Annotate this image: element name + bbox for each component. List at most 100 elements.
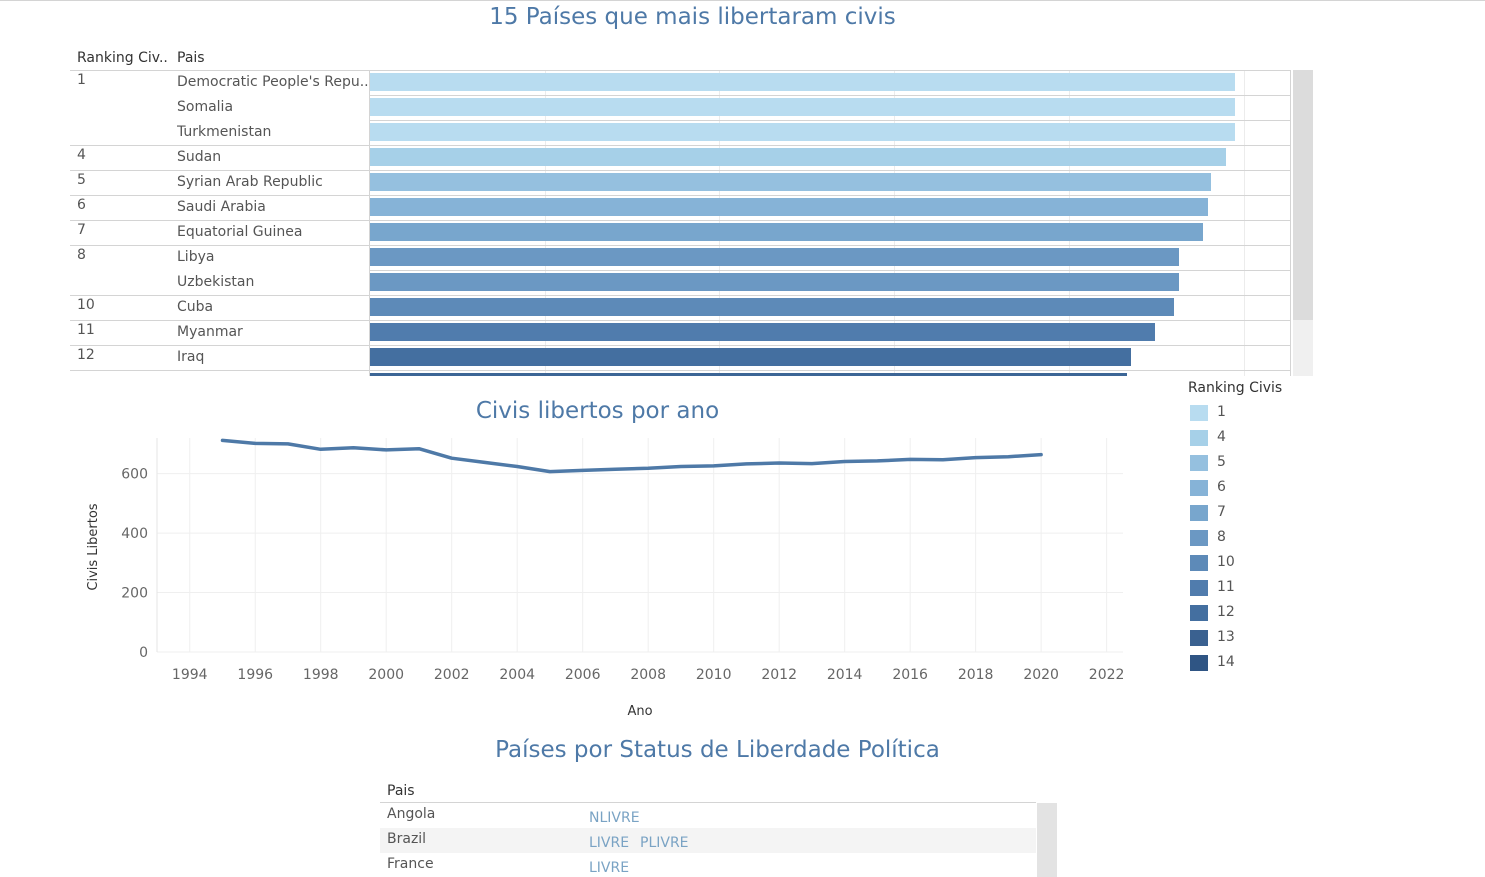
bar-mark[interactable] <box>370 123 1235 141</box>
legend-label: 7 <box>1217 504 1226 520</box>
bar-mark[interactable] <box>370 73 1235 91</box>
legend-item[interactable]: 6 <box>1190 479 1310 497</box>
status-value: NLIVRE <box>589 810 640 826</box>
legend-item[interactable]: 10 <box>1190 554 1310 572</box>
status-country-label: France <box>387 856 434 872</box>
legend-swatch <box>1190 630 1208 646</box>
x-tick-label: 1998 <box>303 667 339 683</box>
x-tick-label: 2004 <box>499 667 535 683</box>
bar-rank-label: 7 <box>77 222 86 238</box>
legend-label: 8 <box>1217 529 1226 545</box>
bar-scrollbar-thumb[interactable] <box>1293 70 1313 320</box>
bar-rank-label: 5 <box>77 172 86 188</box>
bar-country-label: Syrian Arab Republic <box>177 174 323 190</box>
bar-mark[interactable] <box>370 148 1226 166</box>
y-tick-label: 0 <box>139 645 148 661</box>
bar-row-divider <box>70 70 1290 71</box>
x-tick-label: 1994 <box>172 667 208 683</box>
bar-mark[interactable] <box>370 323 1155 341</box>
legend-item[interactable]: 14 <box>1190 654 1310 672</box>
bar-mark[interactable] <box>370 298 1174 316</box>
bar-mark[interactable] <box>370 248 1179 266</box>
rank-column-header[interactable]: Ranking Civ.. <box>77 50 168 66</box>
legend-item[interactable]: 5 <box>1190 454 1310 472</box>
bar-country-label: Somalia <box>177 99 234 115</box>
legend-item[interactable]: 7 <box>1190 504 1310 522</box>
x-tick-label: 2002 <box>434 667 470 683</box>
bar-country-label: Sudan <box>177 149 222 165</box>
status-country-label: Angola <box>387 806 436 822</box>
legend-swatch <box>1190 555 1208 571</box>
x-tick-label: 2008 <box>630 667 666 683</box>
legend-item[interactable]: 8 <box>1190 529 1310 547</box>
country-column-header[interactable]: Pais <box>177 50 205 66</box>
legend-label: 13 <box>1217 629 1235 645</box>
bar-rank-label: 10 <box>77 297 95 313</box>
x-tick-label: 2000 <box>368 667 404 683</box>
legend-swatch <box>1190 505 1208 521</box>
legend-swatch <box>1190 580 1208 596</box>
bar-rank-label: 1 <box>77 72 86 88</box>
bar-row-divider <box>70 220 1290 221</box>
status-table-title: Países por Status de Liberdade Política <box>495 737 940 763</box>
series-line <box>220 438 1043 474</box>
bar-mark[interactable] <box>370 98 1235 116</box>
bar-mark[interactable] <box>370 173 1211 191</box>
legend-swatch <box>1190 530 1208 546</box>
legend-label: 4 <box>1217 429 1226 445</box>
legend-item[interactable]: 12 <box>1190 604 1310 622</box>
bar-mark[interactable] <box>370 273 1179 291</box>
status-row[interactable]: France LIVRE <box>380 853 1036 877</box>
line-chart-title: Civis libertos por ano <box>475 398 720 424</box>
bar-mark[interactable] <box>370 223 1203 241</box>
status-country-header[interactable]: Pais <box>387 783 415 799</box>
bar-mark[interactable] <box>370 373 1127 376</box>
bar-rank-label: 8 <box>77 247 86 263</box>
status-value: LIVRE <box>589 860 630 876</box>
legend-item[interactable]: 13 <box>1190 629 1310 647</box>
x-tick-label: 2022 <box>1089 667 1125 683</box>
bar-plot-right-border <box>1290 70 1291 376</box>
status-header-divider <box>380 802 1036 803</box>
legend-swatch <box>1190 455 1208 471</box>
legend-label: 5 <box>1217 454 1226 470</box>
x-tick-label: 2020 <box>1023 667 1059 683</box>
status-row[interactable]: Brazil LIVRE PLIVRE <box>380 828 1036 853</box>
bar-rank-label: 4 <box>77 147 86 163</box>
legend-label: 1 <box>1217 404 1226 420</box>
status-scrollbar[interactable] <box>1037 803 1057 877</box>
bar-country-label: Myanmar <box>177 324 243 340</box>
bar-country-label: Iraq <box>177 349 205 365</box>
bar-row-divider <box>70 170 1290 171</box>
bar-rank-label: 12 <box>77 347 95 363</box>
bar-row-divider <box>370 120 1290 121</box>
legend-label: 10 <box>1217 554 1235 570</box>
bar-country-label: Uzbekistan <box>177 274 255 290</box>
legend-item[interactable]: 1 <box>1190 404 1310 422</box>
bar-row-divider <box>370 95 1290 96</box>
bar-country-label: Cuba <box>177 299 214 315</box>
bar-mark[interactable] <box>370 198 1208 216</box>
bar-plot-left-border <box>369 70 370 376</box>
bar-country-label: Saudi Arabia <box>177 199 266 215</box>
legend-title: Ranking Civis <box>1188 380 1283 396</box>
legend-label: 6 <box>1217 479 1226 495</box>
legend-item[interactable]: 11 <box>1190 579 1310 597</box>
status-row[interactable]: Angola NLIVRE <box>380 803 1036 828</box>
legend-label: 12 <box>1217 604 1235 620</box>
bar-row-divider <box>70 345 1290 346</box>
legend-item[interactable]: 4 <box>1190 429 1310 447</box>
status-value: LIVRE <box>589 835 630 851</box>
bar-chart: 1 Democratic People's Repu.. Somalia Turkme… <box>70 70 1313 376</box>
x-tick-label: 2006 <box>565 667 601 683</box>
bar-gridline <box>1244 70 1245 376</box>
bar-mark[interactable] <box>370 348 1131 366</box>
bar-chart-title: 15 Países que mais libertaram civis <box>489 4 896 30</box>
ranking-legend: Ranking Civis 1 4 5 6 7 8 10 11 12 13 14 <box>1188 380 1283 671</box>
bar-rank-label: 6 <box>77 197 86 213</box>
legend-swatch <box>1190 480 1208 496</box>
x-tick-label: 2018 <box>958 667 994 683</box>
x-tick-label: 1996 <box>237 667 273 683</box>
bar-row-divider <box>70 245 1290 246</box>
legend-label: 14 <box>1217 654 1235 670</box>
